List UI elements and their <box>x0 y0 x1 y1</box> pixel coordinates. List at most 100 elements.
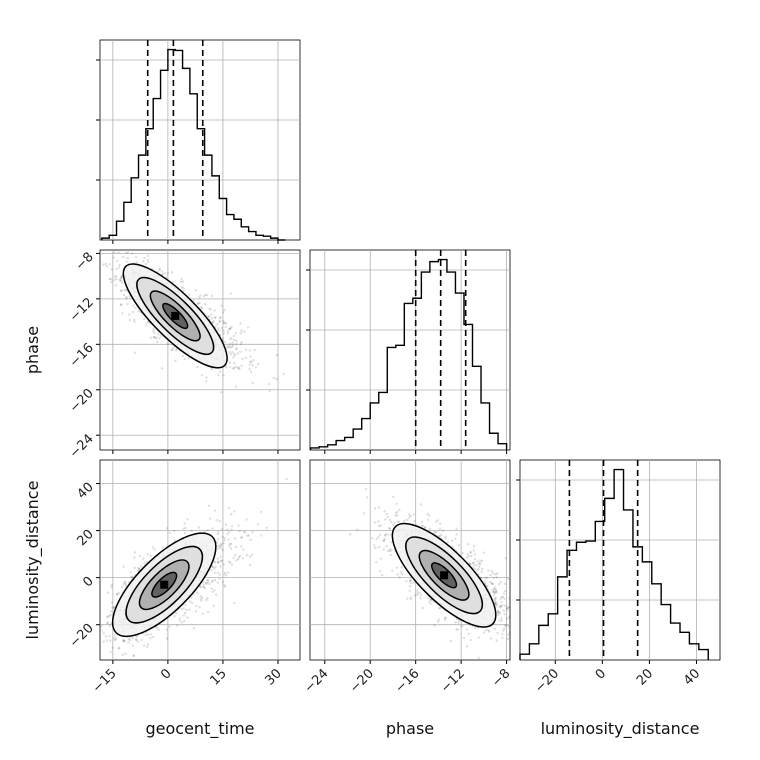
scatter-point <box>378 569 382 573</box>
scatter-point <box>152 331 156 335</box>
scatter-point <box>396 514 399 517</box>
panel-luminosity-distance-vs-phase <box>309 459 514 661</box>
scatter-point <box>108 277 112 281</box>
scatter-point <box>168 531 172 535</box>
x-tick-label: 30 <box>263 666 285 688</box>
scatter-point <box>216 561 220 564</box>
scatter-point <box>254 366 258 369</box>
scatter-point <box>413 594 416 597</box>
scatter-point <box>120 585 124 589</box>
scatter-point <box>365 496 369 499</box>
scatter-point <box>205 581 208 585</box>
scatter-point <box>199 594 203 598</box>
scatter-point <box>436 620 440 623</box>
scatter-point <box>135 261 138 264</box>
scatter-point <box>413 519 416 523</box>
scatter-point <box>383 537 386 541</box>
scatter-point <box>469 562 472 565</box>
scatter-point <box>382 539 386 542</box>
scatter-point <box>231 350 234 354</box>
scatter-point <box>506 606 510 609</box>
scatter-point <box>115 247 117 249</box>
scatter-point <box>208 307 211 310</box>
scatter-point <box>235 385 238 388</box>
scatter-point <box>179 280 183 283</box>
scatter-point <box>214 593 218 596</box>
y-tick-label: 20 <box>75 527 97 549</box>
scatter-point <box>188 293 191 296</box>
scatter-point <box>248 367 251 371</box>
scatter-point <box>117 251 120 254</box>
scatter-point <box>132 654 136 658</box>
scatter-point <box>512 622 514 624</box>
scatter-point <box>457 619 461 622</box>
scatter-point <box>226 345 229 348</box>
scatter-point <box>239 342 243 346</box>
scatter-point <box>493 598 496 601</box>
scatter-point <box>410 582 413 585</box>
scatter-point <box>152 335 156 339</box>
scatter-point <box>139 565 143 568</box>
scatter-point <box>394 511 397 515</box>
scatter-point <box>229 547 233 550</box>
scatter-point <box>424 526 427 529</box>
scatter-point <box>408 578 412 581</box>
scatter-point <box>228 345 232 348</box>
scatter-point <box>393 521 396 524</box>
scatter-point <box>129 571 132 574</box>
scatter-point <box>122 255 125 259</box>
x-tick-label: −20 <box>532 666 562 696</box>
scatter-point <box>252 359 255 362</box>
scatter-point <box>218 370 222 373</box>
scatter-point <box>105 639 108 642</box>
scatter-point <box>221 337 225 340</box>
scatter-point <box>251 531 254 534</box>
scatter-point <box>120 281 124 284</box>
scatter-point <box>175 349 178 352</box>
scatter-point <box>124 288 128 292</box>
scatter-point <box>213 316 217 320</box>
scatter-point <box>429 602 432 605</box>
scatter-point <box>222 332 225 335</box>
scatter-point <box>214 566 217 569</box>
scatter-point <box>480 570 483 574</box>
scatter-point <box>389 553 393 557</box>
scatter-point <box>460 624 464 628</box>
y-tick-label: −20 <box>67 386 97 416</box>
scatter-point <box>467 554 470 558</box>
scatter-point <box>219 565 222 569</box>
scatter-point <box>250 553 254 557</box>
scatter-point <box>157 628 160 631</box>
scatter-point <box>235 559 238 562</box>
scatter-point <box>386 533 389 536</box>
scatter-point <box>142 557 145 560</box>
scatter-point <box>128 313 131 316</box>
scatter-point <box>485 576 489 580</box>
scatter-point <box>439 606 442 610</box>
y-tick-label: 0 <box>80 574 96 590</box>
scatter-point <box>120 276 123 279</box>
y-tick-label: −16 <box>67 341 97 371</box>
scatter-point <box>211 590 214 594</box>
scatter-point <box>124 584 127 588</box>
scatter-point <box>222 541 225 545</box>
scatter-point <box>493 593 496 597</box>
scatter-point <box>200 306 204 310</box>
scatter-point <box>491 582 494 586</box>
scatter-point <box>181 280 185 283</box>
histogram-step <box>309 258 508 450</box>
scatter-point <box>512 633 514 635</box>
scatter-point <box>421 606 425 610</box>
scatter-point <box>239 322 242 325</box>
scatter-point <box>501 636 504 640</box>
scatter-point <box>499 604 502 608</box>
scatter-point <box>386 549 390 553</box>
scatter-point <box>483 582 487 585</box>
scatter-point <box>228 327 232 331</box>
scatter-point <box>159 334 162 337</box>
y-axis-label-phase: phase <box>23 326 42 374</box>
scatter-point <box>224 523 228 527</box>
scatter-point <box>135 638 138 642</box>
scatter-point <box>104 635 108 638</box>
scatter-point <box>178 617 182 620</box>
